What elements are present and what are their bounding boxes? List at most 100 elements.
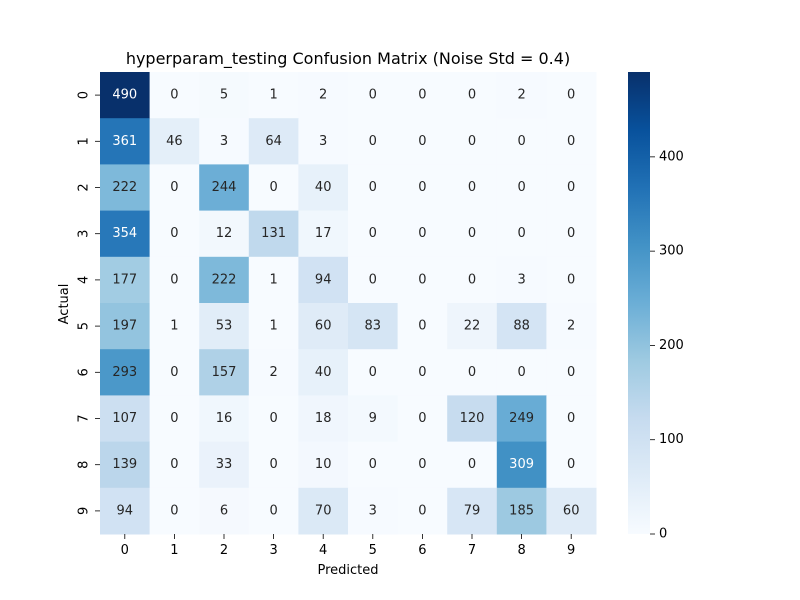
cell-value-label-1-5: 0 (369, 134, 377, 149)
cell-value-label-7-8: 249 (509, 411, 534, 426)
heatmap-cell-8-8 (496, 441, 547, 489)
heatmap-cell-4-7 (447, 256, 498, 304)
cell-value-label-5-7: 22 (464, 319, 481, 334)
cell-value-label-0-4: 2 (319, 88, 327, 103)
cell-value-label-4-7: 0 (468, 272, 476, 287)
heatmap-cell-3-7 (447, 210, 498, 258)
cell-value-label-1-7: 0 (468, 134, 476, 149)
cell-value-label-6-9: 0 (567, 365, 575, 380)
cell-value-label-2-3: 0 (269, 180, 277, 195)
heatmap-cell-9-4 (298, 487, 349, 535)
heatmap-cell-8-7 (447, 441, 498, 489)
cell-value-label-8-6: 0 (418, 457, 426, 472)
heatmap-cell-8-0 (100, 441, 151, 489)
heatmap-cell-6-2 (199, 349, 250, 396)
cell-value-label-7-6: 0 (418, 411, 426, 426)
heatmap-cell-9-9 (546, 487, 597, 535)
cell-value-label-8-1: 0 (170, 457, 178, 472)
heatmap-cell-8-9 (546, 441, 597, 489)
colorbar-gradient (628, 72, 650, 534)
heatmap-cell-7-4 (298, 395, 349, 443)
heatmap-cell-5-6 (397, 303, 448, 350)
colorbar-tick-label-0: 0 (659, 527, 667, 542)
heatmap-cell-2-6 (397, 164, 448, 212)
cell-value-label-9-9: 60 (563, 503, 580, 518)
heatmap-cell-2-2 (199, 164, 250, 212)
y-tick-label-3: 3 (77, 230, 92, 238)
heatmap-cell-3-6 (397, 210, 448, 258)
cell-value-label-8-2: 33 (216, 457, 233, 472)
heatmap-cell-2-0 (100, 164, 151, 212)
heatmap-cell-5-1 (149, 303, 200, 350)
heatmap-cell-1-6 (397, 118, 448, 165)
cell-value-label-9-6: 0 (418, 503, 426, 518)
heatmap-cell-8-1 (149, 441, 200, 489)
heatmap-cell-2-1 (149, 164, 200, 212)
cell-value-label-3-1: 0 (170, 226, 178, 241)
heatmap-cell-7-9 (546, 395, 597, 443)
heatmap-cell-3-1 (149, 210, 200, 258)
cell-value-label-0-0: 490 (112, 88, 137, 103)
heatmap-cell-0-7 (447, 72, 498, 119)
heatmap-cell-1-9 (546, 118, 597, 165)
x-tick-label-7: 7 (468, 543, 476, 558)
y-tick-label-8: 8 (77, 461, 92, 469)
heatmap-cell-9-6 (397, 487, 448, 535)
heatmap-cell-2-8 (496, 164, 547, 212)
heatmap-cell-5-4 (298, 303, 349, 350)
cell-value-label-8-0: 139 (112, 457, 137, 472)
cell-value-label-0-9: 0 (567, 88, 575, 103)
cell-value-label-7-0: 107 (112, 411, 137, 426)
cell-value-label-4-3: 1 (269, 272, 277, 287)
heatmap-cell-3-8 (496, 210, 547, 258)
heatmap-cell-4-4 (298, 256, 349, 304)
cell-value-label-0-2: 5 (220, 88, 228, 103)
x-tick-label-2: 2 (220, 543, 228, 558)
heatmap-cell-9-0 (100, 487, 151, 535)
x-tick-label-9: 9 (567, 543, 575, 558)
heatmap-cell-6-5 (348, 349, 399, 396)
cell-value-label-6-6: 0 (418, 365, 426, 380)
heatmap-cell-7-2 (199, 395, 250, 443)
cell-value-label-6-7: 0 (468, 365, 476, 380)
heatmap-cell-7-5 (348, 395, 399, 443)
cell-value-label-1-6: 0 (418, 134, 426, 149)
cell-value-label-4-4: 94 (315, 272, 332, 287)
heatmap-cell-5-9 (546, 303, 597, 350)
cell-value-label-7-5: 9 (369, 411, 377, 426)
heatmap-cell-9-5 (348, 487, 399, 535)
x-tick-label-8: 8 (517, 543, 525, 558)
heatmap-cell-3-4 (298, 210, 349, 258)
heatmap-cell-7-8 (496, 395, 547, 443)
heatmap-cell-4-5 (348, 256, 399, 304)
heatmap-cell-4-8 (496, 256, 547, 304)
heatmap-cells (100, 72, 597, 535)
heatmap-cell-3-3 (248, 210, 299, 258)
cell-value-label-1-1: 46 (166, 134, 183, 149)
cell-value-label-8-4: 10 (315, 457, 332, 472)
cell-value-label-5-9: 2 (567, 319, 575, 334)
cell-value-label-3-9: 0 (567, 226, 575, 241)
heatmap-cell-4-2 (199, 256, 250, 304)
cell-value-label-5-4: 60 (315, 319, 332, 334)
cell-value-label-1-8: 0 (517, 134, 525, 149)
x-tick-label-4: 4 (319, 543, 327, 558)
cell-value-label-0-5: 0 (369, 88, 377, 103)
cell-value-label-9-5: 3 (369, 503, 377, 518)
heatmap-cell-0-4 (298, 72, 349, 119)
heatmap-cell-1-8 (496, 118, 547, 165)
heatmap-cell-8-4 (298, 441, 349, 489)
cell-value-label-4-9: 0 (567, 272, 575, 287)
heatmap-cell-4-6 (397, 256, 448, 304)
heatmap-cell-8-3 (248, 441, 299, 489)
y-tick-label-1: 1 (77, 137, 92, 145)
cell-value-label-4-6: 0 (418, 272, 426, 287)
cell-value-label-0-1: 0 (170, 88, 178, 103)
heatmap-cell-7-6 (397, 395, 448, 443)
cell-value-label-6-1: 0 (170, 365, 178, 380)
cell-value-label-3-2: 12 (216, 226, 233, 241)
heatmap-cell-1-4 (298, 118, 349, 165)
cell-value-label-9-0: 94 (117, 503, 134, 518)
